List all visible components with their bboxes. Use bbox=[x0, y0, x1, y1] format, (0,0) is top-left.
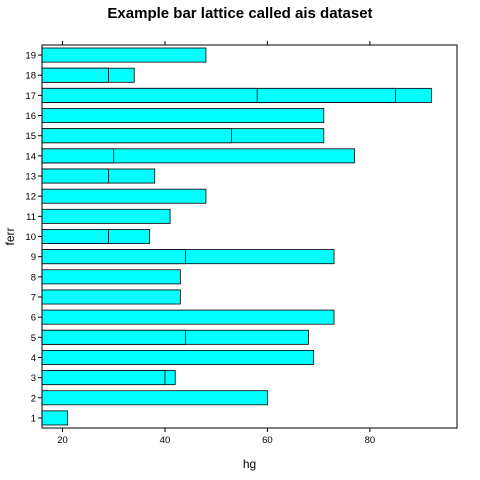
y-tick-label: 13 bbox=[25, 172, 36, 183]
y-tick-label: 6 bbox=[31, 313, 36, 324]
x-tick-label: 40 bbox=[160, 435, 171, 446]
bar-ferr-4 bbox=[41, 349, 314, 365]
y-tick-label: 19 bbox=[25, 51, 36, 62]
chart-title: Example bar lattice called ais dataset bbox=[107, 5, 372, 22]
bar-ferr-8 bbox=[41, 269, 181, 285]
x-tick-label: 20 bbox=[57, 435, 68, 446]
x-axis-label: hg bbox=[243, 457, 256, 471]
y-tick-label: 2 bbox=[31, 393, 36, 404]
bar-ferr-1 bbox=[41, 410, 69, 426]
y-tick-label: 12 bbox=[25, 192, 36, 203]
bar-ferr-18-2 bbox=[41, 67, 110, 83]
y-tick-label: 5 bbox=[31, 333, 36, 344]
bar-ferr-11 bbox=[41, 208, 171, 224]
y-tick-label: 1 bbox=[31, 413, 36, 424]
bar-ferr-17-3 bbox=[41, 87, 258, 103]
y-tick-label: 7 bbox=[31, 292, 36, 303]
y-tick-label: 14 bbox=[25, 151, 36, 162]
y-tick-label: 11 bbox=[26, 212, 36, 223]
bar-ferr-9-2 bbox=[41, 249, 186, 265]
bar-ferr-13-2 bbox=[41, 168, 110, 184]
y-tick-label: 18 bbox=[25, 71, 36, 82]
y-tick-label: 3 bbox=[31, 373, 36, 384]
bar-ferr-6 bbox=[41, 309, 335, 325]
y-tick-label: 8 bbox=[31, 272, 36, 283]
bar-ferr-10-2 bbox=[41, 229, 110, 244]
x-tick-label: 80 bbox=[365, 435, 376, 446]
bar-ferr-7 bbox=[41, 289, 181, 305]
x-tick-label: 60 bbox=[262, 435, 273, 446]
y-axis-label: ferr bbox=[3, 227, 17, 245]
y-tick-label: 17 bbox=[25, 91, 36, 102]
bar-ferr-14-2 bbox=[41, 148, 115, 164]
y-tick-label: 15 bbox=[25, 131, 36, 142]
bar-ferr-15-2 bbox=[41, 128, 232, 144]
bar-ferr-16 bbox=[41, 108, 325, 124]
y-tick-label: 10 bbox=[25, 232, 36, 243]
y-tick-label: 4 bbox=[31, 353, 36, 364]
bar-ferr-19 bbox=[41, 47, 207, 63]
y-tick-label: 9 bbox=[31, 252, 36, 263]
bar-ferr-3-2 bbox=[41, 370, 166, 386]
bar-ferr-5-2 bbox=[41, 329, 186, 345]
bar-ferr-2 bbox=[41, 390, 268, 406]
bars-layer bbox=[41, 47, 432, 426]
bar-ferr-12 bbox=[41, 188, 207, 204]
y-tick-label: 16 bbox=[25, 111, 36, 122]
